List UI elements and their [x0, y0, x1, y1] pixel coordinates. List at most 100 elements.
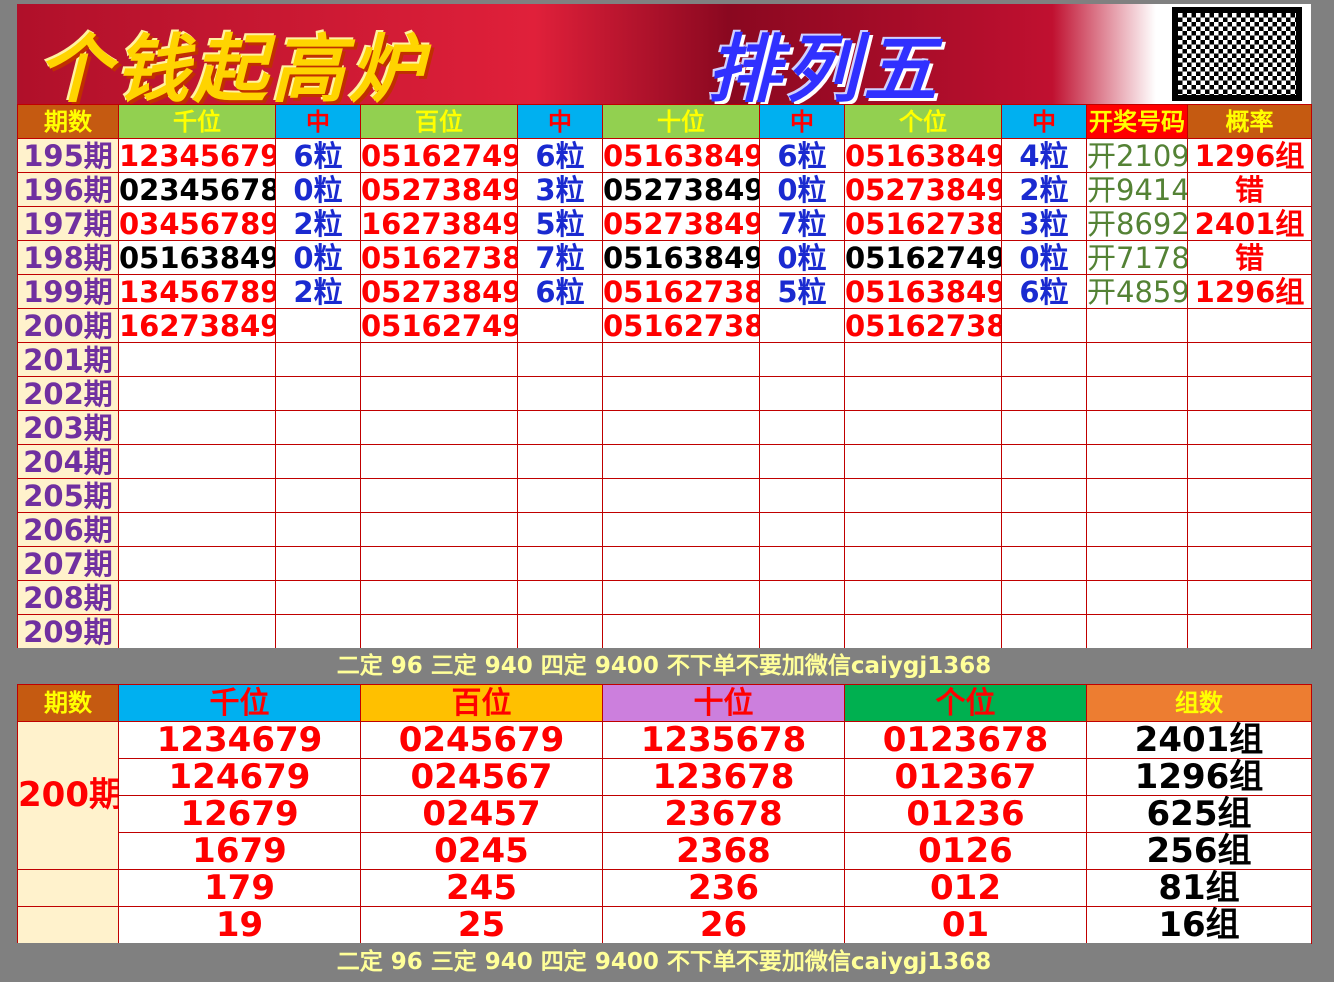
number-cell[interactable]: [118, 546, 276, 581]
number-cell[interactable]: 0126: [844, 832, 1087, 870]
number-cell[interactable]: [602, 478, 760, 513]
number-cell[interactable]: 012367: [844, 758, 1087, 796]
number-cell[interactable]: [602, 546, 760, 581]
period-cell[interactable]: 209期: [17, 614, 119, 649]
number-cell[interactable]: [118, 512, 276, 547]
number-cell[interactable]: [360, 614, 518, 649]
rate-cell[interactable]: [1187, 614, 1312, 649]
rate-cell[interactable]: 错: [1187, 240, 1312, 275]
number-cell[interactable]: 05273849: [844, 172, 1002, 207]
number-cell[interactable]: [118, 580, 276, 615]
hit-count-cell[interactable]: [759, 308, 845, 343]
rate-cell[interactable]: [1187, 376, 1312, 411]
number-cell[interactable]: 05273849: [360, 172, 518, 207]
hit-count-cell[interactable]: [759, 580, 845, 615]
number-cell[interactable]: 05162749: [360, 308, 518, 343]
header-cell[interactable]: 中: [275, 104, 361, 139]
hit-count-cell[interactable]: 6粒: [1001, 274, 1087, 309]
number-cell[interactable]: 0123678: [844, 721, 1087, 759]
number-cell[interactable]: 245: [360, 869, 603, 907]
number-cell[interactable]: 05163849: [844, 138, 1002, 173]
number-cell[interactable]: [844, 580, 1002, 615]
hit-count-cell[interactable]: [275, 478, 361, 513]
hit-count-cell[interactable]: [759, 410, 845, 445]
number-cell[interactable]: 05273849: [602, 206, 760, 241]
number-cell[interactable]: 1235678: [602, 721, 845, 759]
draw-number-cell[interactable]: [1086, 614, 1188, 649]
number-cell[interactable]: 12345679: [118, 138, 276, 173]
hit-count-cell[interactable]: 6粒: [759, 138, 845, 173]
draw-number-cell[interactable]: [1086, 308, 1188, 343]
number-cell[interactable]: 05162749: [844, 240, 1002, 275]
hit-count-cell[interactable]: [759, 478, 845, 513]
hit-count-cell[interactable]: 0粒: [759, 172, 845, 207]
draw-number-cell[interactable]: 开4859: [1086, 274, 1188, 309]
draw-number-cell[interactable]: 开7178: [1086, 240, 1188, 275]
number-cell[interactable]: [844, 614, 1002, 649]
number-cell[interactable]: 03456789: [118, 206, 276, 241]
hit-count-cell[interactable]: [759, 614, 845, 649]
number-cell[interactable]: [360, 376, 518, 411]
hit-count-cell[interactable]: 2粒: [275, 274, 361, 309]
number-cell[interactable]: 19: [118, 906, 361, 944]
hit-count-cell[interactable]: [275, 410, 361, 445]
header-cell[interactable]: 千位: [118, 104, 276, 139]
number-cell[interactable]: 05163849: [118, 240, 276, 275]
period-cell[interactable]: [17, 906, 119, 944]
header-cell[interactable]: 中: [517, 104, 603, 139]
hit-count-cell[interactable]: 7粒: [759, 206, 845, 241]
number-cell[interactable]: [602, 614, 760, 649]
hit-count-cell[interactable]: [1001, 342, 1087, 377]
number-cell[interactable]: [118, 410, 276, 445]
number-cell[interactable]: 02457: [360, 795, 603, 833]
hit-count-cell[interactable]: [517, 478, 603, 513]
number-cell[interactable]: 05162738: [602, 308, 760, 343]
rate-cell[interactable]: [1187, 580, 1312, 615]
header-cell[interactable]: 千位: [118, 684, 361, 722]
number-cell[interactable]: [360, 478, 518, 513]
number-cell[interactable]: 05162738: [844, 308, 1002, 343]
header-cell[interactable]: 开奖号码: [1086, 104, 1188, 139]
number-cell[interactable]: [602, 512, 760, 547]
number-cell[interactable]: [844, 342, 1002, 377]
hit-count-cell[interactable]: [275, 444, 361, 479]
number-cell[interactable]: [118, 614, 276, 649]
draw-number-cell[interactable]: 开9414: [1086, 172, 1188, 207]
rate-cell[interactable]: 2401组: [1187, 206, 1312, 241]
number-cell[interactable]: [602, 376, 760, 411]
number-cell[interactable]: 05162738: [844, 206, 1002, 241]
hit-count-cell[interactable]: [759, 342, 845, 377]
hit-count-cell[interactable]: [275, 614, 361, 649]
draw-number-cell[interactable]: [1086, 444, 1188, 479]
hit-count-cell[interactable]: 3粒: [517, 172, 603, 207]
hit-count-cell[interactable]: [517, 308, 603, 343]
period-cell[interactable]: 206期: [17, 512, 119, 547]
hit-count-cell[interactable]: [517, 614, 603, 649]
group-count-cell[interactable]: 256组: [1086, 832, 1312, 870]
hit-count-cell[interactable]: 2粒: [275, 206, 361, 241]
rate-cell[interactable]: [1187, 308, 1312, 343]
period-cell[interactable]: 195期: [17, 138, 119, 173]
period-cell[interactable]: 197期: [17, 206, 119, 241]
header-cell[interactable]: 期数: [17, 104, 119, 139]
number-cell[interactable]: 01: [844, 906, 1087, 944]
number-cell[interactable]: 25: [360, 906, 603, 944]
number-cell[interactable]: [844, 478, 1002, 513]
number-cell[interactable]: 05273849: [602, 172, 760, 207]
hit-count-cell[interactable]: [517, 546, 603, 581]
number-cell[interactable]: 01236: [844, 795, 1087, 833]
header-cell[interactable]: 百位: [360, 684, 603, 722]
hit-count-cell[interactable]: 6粒: [517, 274, 603, 309]
hit-count-cell[interactable]: [1001, 478, 1087, 513]
period-cell[interactable]: 199期: [17, 274, 119, 309]
number-cell[interactable]: 123678: [602, 758, 845, 796]
number-cell[interactable]: 012: [844, 869, 1087, 907]
number-cell[interactable]: [602, 580, 760, 615]
rate-cell[interactable]: [1187, 444, 1312, 479]
header-cell[interactable]: 中: [1001, 104, 1087, 139]
rate-cell[interactable]: [1187, 410, 1312, 445]
number-cell[interactable]: [844, 512, 1002, 547]
number-cell[interactable]: 179: [118, 869, 361, 907]
number-cell[interactable]: 05163849: [844, 274, 1002, 309]
hit-count-cell[interactable]: [1001, 546, 1087, 581]
